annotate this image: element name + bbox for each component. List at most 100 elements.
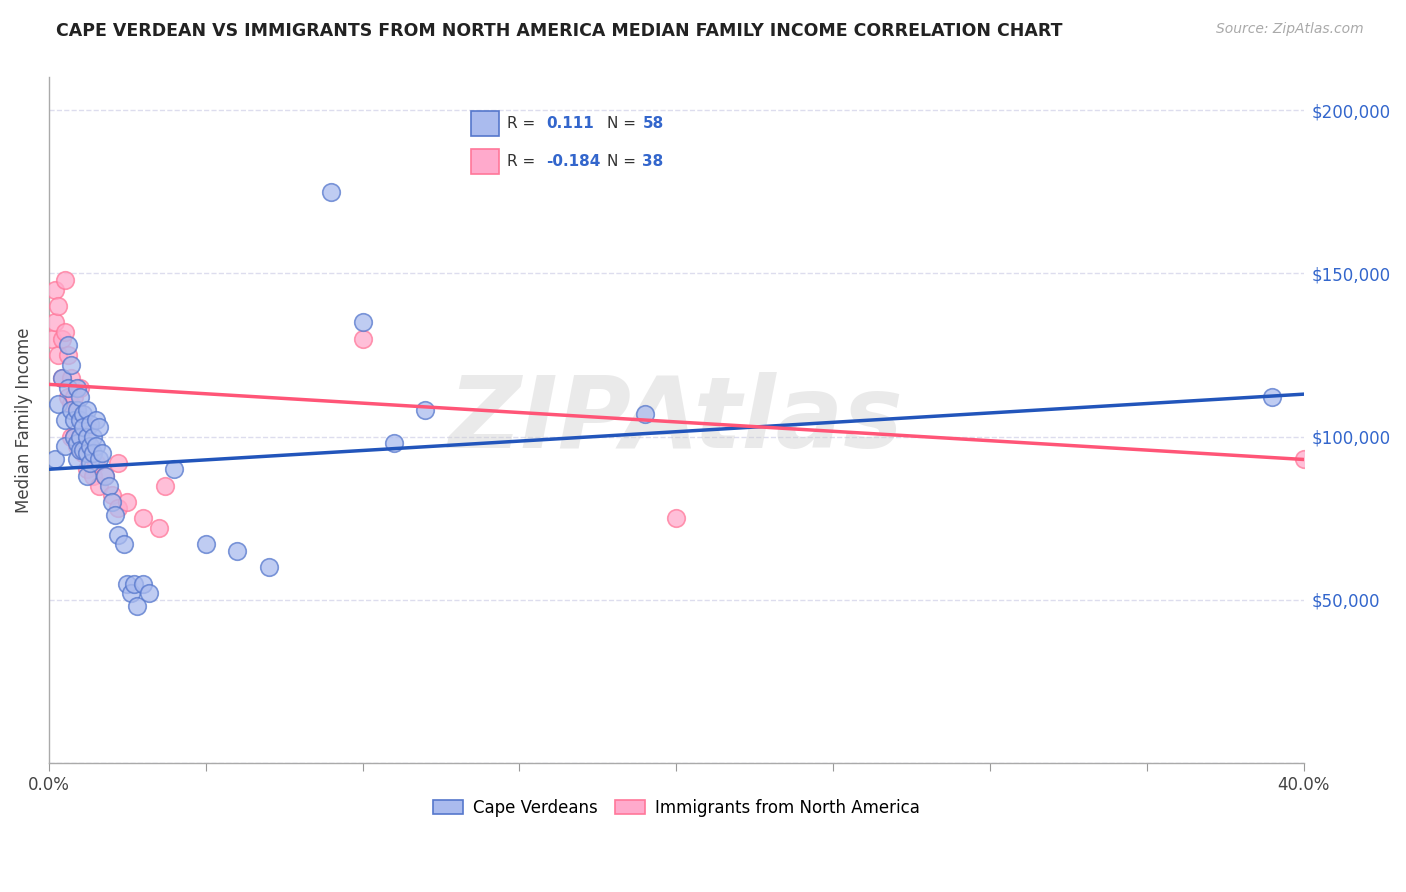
Point [51,371,73,385]
Point [100,495,122,509]
Legend: Cape Verdeans, Immigrants from North America: Cape Verdeans, Immigrants from North Ame… [426,792,927,823]
Point [634,407,657,421]
Point [51,371,73,385]
Point [66,436,89,450]
Point [63,429,86,443]
Point [79,439,101,453]
Point [59,403,82,417]
Point [132,576,155,591]
Point [84,456,107,470]
Point [122,576,145,591]
Text: Source: ZipAtlas.com: Source: ZipAtlas.com [1216,22,1364,37]
Point [104,508,127,522]
Point [82,446,104,460]
Point [56,391,79,405]
Point [59,371,82,385]
Point [352,315,374,329]
Point [69,442,91,457]
Point [321,185,343,199]
Point [69,429,91,443]
Point [107,456,129,470]
Point [94,468,117,483]
Point [56,338,79,352]
Point [117,495,139,509]
Point [84,413,107,427]
Point [72,419,94,434]
Point [97,478,120,492]
Point [79,439,101,453]
Point [257,560,280,574]
Point [53,325,76,339]
Point [51,332,73,346]
Point [48,397,70,411]
Point [72,446,94,460]
Point [48,299,70,313]
Point [89,452,111,467]
Point [82,429,104,443]
Point [153,478,176,492]
Point [63,429,86,443]
Point [63,413,86,427]
Point [226,544,249,558]
Point [72,407,94,421]
Point [53,439,76,453]
Point [56,381,79,395]
Point [53,413,76,427]
Y-axis label: Median Family Income: Median Family Income [15,327,32,513]
Point [665,511,688,525]
Point [125,599,148,614]
Point [1261,391,1284,405]
Point [107,527,129,541]
Point [76,446,98,460]
Point [44,452,66,467]
Point [82,468,104,483]
Point [107,501,129,516]
Point [148,521,170,535]
Point [76,403,98,417]
Point [120,586,142,600]
Point [59,358,82,372]
Point [63,391,86,405]
Point [41,332,63,346]
Point [76,462,98,476]
Point [194,537,217,551]
Point [53,273,76,287]
Point [117,576,139,591]
Point [69,429,91,443]
Point [66,381,89,395]
Point [138,586,160,600]
Point [100,488,122,502]
Point [76,429,98,443]
Point [163,462,186,476]
Point [89,478,111,492]
Point [352,332,374,346]
Point [66,403,89,417]
Point [69,391,91,405]
Text: CAPE VERDEAN VS IMMIGRANTS FROM NORTH AMERICA MEDIAN FAMILY INCOME CORRELATION C: CAPE VERDEAN VS IMMIGRANTS FROM NORTH AM… [56,22,1063,40]
Point [382,436,405,450]
Point [91,446,114,460]
Point [56,348,79,362]
Point [48,348,70,362]
Point [72,442,94,457]
Point [76,419,98,434]
Point [79,456,101,470]
Point [112,537,135,551]
Point [1292,452,1315,467]
Point [76,468,98,483]
Point [79,417,101,431]
Point [59,397,82,411]
Point [69,381,91,395]
Point [66,439,89,453]
Point [69,413,91,427]
Point [59,429,82,443]
Point [44,283,66,297]
Text: ZIPAtlas: ZIPAtlas [449,372,904,469]
Point [132,511,155,525]
Point [415,403,437,417]
Point [66,403,89,417]
Point [44,315,66,329]
Point [84,439,107,453]
Point [89,419,111,434]
Point [94,468,117,483]
